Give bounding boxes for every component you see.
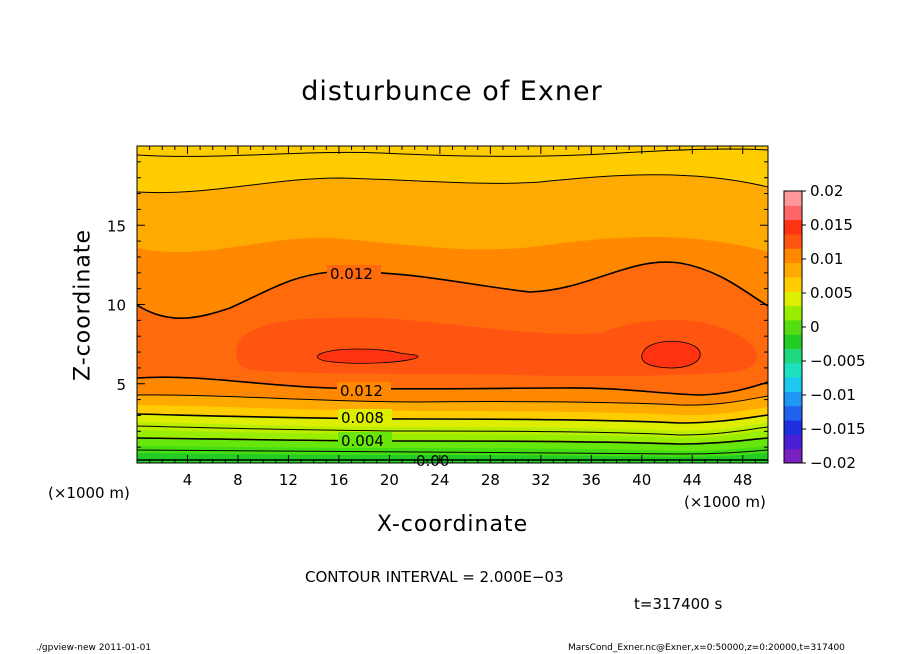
footer-left: ./gpview-new 2011-01-01	[36, 643, 152, 653]
contour-labels: 0.012 0.012 0.008 0.004 0.00	[327, 265, 449, 470]
contour-line-002	[137, 449, 768, 455]
x-tick-label: 28	[481, 471, 500, 489]
x-tick-label: 32	[531, 471, 550, 489]
contour-fills	[137, 146, 768, 463]
contour-lines	[137, 148, 768, 462]
contour-line-top	[137, 148, 768, 157]
colorbar-swatch	[784, 191, 802, 206]
colorbar-swatch	[784, 348, 802, 364]
x-tick-label: 20	[380, 471, 399, 489]
x-tick-label: 24	[430, 471, 449, 489]
colorbar-tick-label: 0.02	[810, 182, 843, 200]
x-tick-label: 44	[683, 471, 702, 489]
contour-label: 0.008	[341, 409, 384, 427]
colorbar: 0.02 0.015 0.01 0.005 0 −0.005 −0.01 −0.015 −0.0…	[783, 182, 866, 472]
contour-label: 0.012	[340, 382, 383, 400]
contour-line-010	[137, 394, 768, 406]
contour-label: 0.00	[416, 452, 449, 470]
time-stamp: t=317400 s	[634, 595, 723, 613]
x-tick-label: 8	[233, 471, 243, 489]
contour-line-012-lower	[137, 376, 768, 396]
contour-line-000	[137, 459, 768, 462]
colorbar-swatch	[784, 434, 802, 450]
colorbar-swatch	[784, 205, 802, 221]
colorbar-swatch	[784, 305, 802, 321]
contour-label: 0.004	[341, 432, 384, 450]
colorbar-swatch	[784, 391, 802, 407]
colorbar-tick-label: −0.015	[810, 420, 866, 438]
x-unit-label-left: (×1000 m)	[48, 484, 130, 502]
colorbar-swatch	[784, 420, 802, 435]
chart-title: disturbunce of Exner	[301, 76, 603, 107]
footer-right: MarsCond_Exner.nc@Exner,x=0:50000,z=0:20…	[568, 643, 845, 653]
x-tick-label: 12	[279, 471, 298, 489]
colorbar-swatch	[784, 262, 802, 278]
colorbar-swatch	[784, 319, 802, 335]
x-tick-label: 16	[329, 471, 348, 489]
colorbar-swatch	[784, 334, 802, 349]
colorbar-swatch	[784, 448, 802, 464]
colorbar-swatch	[784, 248, 802, 264]
colorbar-tick-label: −0.02	[810, 454, 856, 472]
colorbar-tick-label: 0.015	[810, 216, 853, 234]
colorbar-tick-label: 0.005	[810, 284, 853, 302]
contour-line-012-upper	[137, 261, 768, 319]
x-axis-ticks: 4 8 12 16 20 24 28 32 36 40 44 48	[149, 146, 756, 489]
contour-line-upper	[137, 174, 768, 194]
x-unit-label-right: (×1000 m)	[684, 493, 766, 511]
contour-interval-text: CONTOUR INTERVAL = 2.000E−03	[305, 568, 564, 586]
x-axis-label: X-coordinate	[376, 512, 529, 537]
y-axis-ticks: 5 10 15	[107, 161, 768, 448]
colorbar-swatch	[784, 219, 802, 235]
colorbar-tick-label: −0.01	[810, 386, 856, 404]
colorbar-tick-label: 0	[810, 318, 820, 336]
contour-line-004	[137, 437, 768, 445]
y-tick-label: 5	[116, 376, 126, 394]
fill-max-left	[317, 348, 419, 364]
x-tick-label: 36	[582, 471, 601, 489]
colorbar-tick-label: 0.01	[810, 250, 843, 268]
colorbar-swatch	[784, 291, 802, 307]
colorbar-swatch	[784, 276, 802, 292]
x-tick-label: 4	[183, 471, 193, 489]
contour-line-008	[137, 413, 768, 424]
colorbar-swatch	[784, 405, 802, 421]
fill-max-right	[641, 340, 701, 369]
y-tick-label: 15	[107, 217, 126, 235]
colorbar-swatch	[784, 377, 802, 392]
colorbar-tick-label: −0.005	[810, 352, 866, 370]
x-tick-label: 40	[632, 471, 651, 489]
colorbar-swatch	[784, 362, 802, 378]
x-tick-label: 48	[733, 471, 752, 489]
contour-label: 0.012	[330, 265, 373, 283]
colorbar-swatch	[784, 233, 802, 249]
contour-line-006	[137, 425, 768, 436]
y-tick-label: 10	[107, 297, 126, 315]
